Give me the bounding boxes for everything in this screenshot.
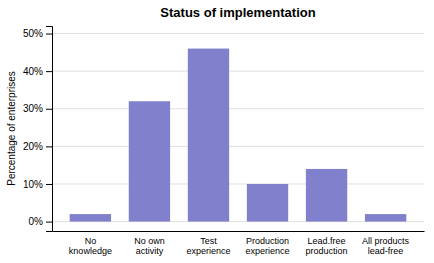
grid-line	[52, 71, 424, 72]
tick: 0%	[29, 216, 52, 227]
axis-line	[53, 231, 425, 232]
tick-label: Testexperience	[186, 236, 230, 256]
tick-mark	[46, 71, 52, 72]
tick-label-line: All products	[362, 236, 410, 246]
x-axis: NoknowledgeNo ownactivityTestexperienceP…	[53, 232, 425, 257]
tick: Noknowledge	[69, 236, 112, 256]
grid-line	[52, 146, 424, 147]
grid-line	[52, 183, 424, 184]
tick: Productionexperience	[246, 236, 290, 256]
tick-label: 30%	[23, 103, 43, 114]
tick: All productslead-free	[362, 236, 410, 256]
tick-label: All productslead-free	[362, 236, 410, 256]
grid-line	[52, 108, 424, 109]
tick-label-line: Production	[246, 236, 289, 246]
tick-mark	[46, 184, 52, 185]
bar	[247, 184, 288, 222]
tick-label: 40%	[23, 66, 43, 77]
tick-label: Productionexperience	[246, 236, 290, 256]
bar	[188, 49, 229, 222]
tick-label: Noknowledge	[69, 236, 112, 256]
bar	[365, 214, 406, 222]
tick-label-line: Lead.free	[308, 236, 346, 246]
tick-label-line: experience	[246, 246, 290, 256]
tick: 10%	[23, 179, 52, 190]
axis-line	[46, 27, 53, 232]
tick: Lead.freeproduction	[306, 236, 348, 256]
tick-label: 50%	[23, 28, 43, 39]
tick-label-line: lead-free	[368, 246, 404, 256]
tick-label-line: activity	[136, 246, 164, 256]
tick-label-line: Test	[200, 236, 217, 246]
title: Status of implementation	[160, 5, 315, 20]
chart: 0% 10% 20% 30% 40% 50% Noknowledge No ownactivi…	[0, 0, 434, 263]
tick: 40%	[23, 66, 52, 77]
tick: Testexperience	[186, 236, 230, 256]
tick-label: 0%	[29, 216, 44, 227]
tick-label: 20%	[23, 141, 43, 152]
tick: No ownactivity	[134, 236, 165, 256]
bar	[70, 214, 111, 222]
tick-mark	[46, 109, 52, 110]
y-axis-title: Percentage of enterprises	[6, 71, 17, 186]
tick-label-line: No own	[134, 236, 165, 246]
plot: 0% 10% 20% 30% 40% 50% Noknowledge No ownactivi…	[23, 27, 425, 257]
tick-label-line: knowledge	[69, 246, 112, 256]
bar	[129, 101, 170, 221]
tick: 30%	[23, 103, 52, 114]
tick-label-line: experience	[186, 246, 230, 256]
tick-label-line: No	[85, 236, 97, 246]
tick: 50%	[23, 28, 52, 39]
bars	[70, 49, 407, 222]
tick-label: Lead.freeproduction	[306, 236, 348, 256]
tick-label-line: production	[306, 246, 348, 256]
bar	[306, 169, 347, 222]
tick-mark	[46, 146, 52, 147]
grid	[52, 34, 424, 222]
tick-mark	[46, 34, 52, 35]
y-axis: 0% 10% 20% 30% 40% 50%	[23, 27, 53, 232]
tick-mark	[46, 222, 52, 223]
tick-label: No ownactivity	[134, 236, 165, 256]
tick: 20%	[23, 141, 52, 152]
tick-label: 10%	[23, 179, 43, 190]
grid-line	[52, 33, 424, 34]
